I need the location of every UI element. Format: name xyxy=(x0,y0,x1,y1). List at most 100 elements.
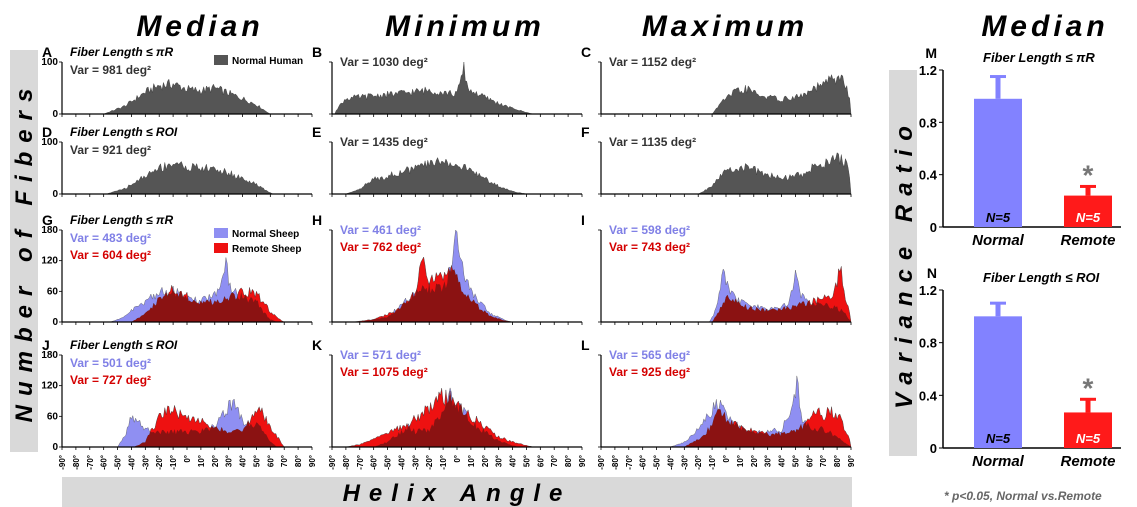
panel-letter: F xyxy=(581,124,590,140)
y-tick-label: 0 xyxy=(52,109,58,120)
x-tick-label: 80° xyxy=(294,455,303,467)
x-tick-label: 70° xyxy=(550,455,559,467)
y-tick-label: 100 xyxy=(41,137,58,148)
n-label: N=5 xyxy=(986,431,1011,446)
x-tick-label: -40° xyxy=(666,455,675,470)
panel-b: B Var = 1030 deg² xyxy=(312,44,583,117)
y-tick-label: 180 xyxy=(41,225,58,236)
y-tick-label: 0 xyxy=(52,189,58,200)
x-tick-label: -60° xyxy=(370,455,379,470)
variance-label-remote-sheep: Var = 925 deg² xyxy=(609,365,690,379)
panel-j: 180 120 60 0 J Fiber Length ≤ ROI Var = 501 de… xyxy=(41,337,317,470)
x-tick-label: 60° xyxy=(536,455,545,467)
panel-caption: Fiber Length ≤ πR xyxy=(70,45,173,59)
x-tick-label: -50° xyxy=(384,455,393,470)
x-tick-label: -30° xyxy=(141,455,150,470)
histogram-area-overlap xyxy=(601,269,851,322)
variance-label-human: Var = 981 deg² xyxy=(70,63,151,77)
x-tick-label: 60° xyxy=(805,455,814,467)
panel-letter: K xyxy=(312,337,322,353)
panel-h: H Var = 461 deg² Var = 762 deg² xyxy=(312,212,583,325)
histogram-area-human xyxy=(601,74,852,115)
x-tick-label: -60° xyxy=(100,455,109,470)
x-tick-label: -30° xyxy=(680,455,689,470)
x-tick-label: -20° xyxy=(425,455,434,470)
x-axis-title: Helix Angle xyxy=(343,480,572,507)
x-tick-label: -70° xyxy=(356,455,365,470)
histogram-area-human xyxy=(62,161,312,195)
variance-label-normal-sheep: Var = 565 deg² xyxy=(609,348,690,362)
y-tick-label: 180 xyxy=(41,350,58,361)
x-tick-label: 70° xyxy=(819,455,828,467)
panel-n: 1.2 0.8 0.4 0 N Fiber Length ≤ ROI N=5 Normal N=… xyxy=(919,265,1121,470)
ratio-label-band xyxy=(889,70,917,456)
x-tick-label: -50° xyxy=(114,455,123,470)
significance-marker: * xyxy=(1083,372,1094,403)
legend-sheep: Normal Sheep Remote Sheep xyxy=(214,228,301,255)
n-label: N=5 xyxy=(986,210,1011,225)
x-tick-label: -90° xyxy=(328,455,337,470)
histogram-area-human xyxy=(332,157,582,195)
y-tick-label: 0.4 xyxy=(919,388,938,403)
y-tick-label: 0 xyxy=(930,220,937,235)
footnote: * p<0.05, Normal vs.Remote xyxy=(944,489,1102,503)
variance-label-human: Var = 1152 deg² xyxy=(609,55,696,69)
panel-caption: Fiber Length ≤ ROI xyxy=(983,270,1100,285)
legend-human: Normal Human xyxy=(214,55,303,67)
panel-caption: Fiber Length ≤ πR xyxy=(70,213,173,227)
x-tick-label: -10° xyxy=(169,455,178,470)
x-tick-label: 30° xyxy=(225,455,234,467)
x-tick-label: -70° xyxy=(86,455,95,470)
y-tick-label: 1.2 xyxy=(919,63,937,78)
variance-label-human: Var = 1135 deg² xyxy=(609,135,696,149)
x-tick-label: -80° xyxy=(611,455,620,470)
x-tick-label: -40° xyxy=(127,455,136,470)
x-tick-label: 10° xyxy=(467,455,476,467)
x-tick-label: 60° xyxy=(266,455,275,467)
column-header-median: Median xyxy=(136,10,263,43)
x-tick-label: 50° xyxy=(252,455,261,467)
y-tick-label: 60 xyxy=(47,286,59,297)
variance-label-normal-sheep: Var = 598 deg² xyxy=(609,223,690,237)
y-tick-label: 0.8 xyxy=(919,336,937,351)
x-tick-label: 20° xyxy=(750,455,759,467)
bar-remote xyxy=(1064,412,1112,448)
panel-letter: E xyxy=(312,124,321,140)
variance-label-human: Var = 1030 deg² xyxy=(340,55,428,69)
x-tick-label: -50° xyxy=(653,455,662,470)
y-tick-label: 0.8 xyxy=(919,115,937,130)
x-tick-label: 30° xyxy=(495,455,504,467)
x-tick-label: 50° xyxy=(522,455,531,467)
histogram-area-overlap xyxy=(332,257,582,322)
x-tick-label: 50° xyxy=(791,455,800,467)
x-tick-label: 30° xyxy=(764,455,773,467)
panel-letter: C xyxy=(581,44,591,60)
legend-label-remote-sheep: Remote Sheep xyxy=(232,244,301,255)
x-tick-label: 10° xyxy=(736,455,745,467)
category-label: Remote xyxy=(1060,453,1115,470)
legend-label-normal-sheep: Normal Sheep xyxy=(232,229,299,240)
x-tick-label: -90° xyxy=(597,455,606,470)
panel-c: C Var = 1152 deg² xyxy=(581,44,852,117)
panel-caption: Fiber Length ≤ ROI xyxy=(70,125,178,139)
x-tick-label: -80° xyxy=(72,455,81,470)
variance-label-human: Var = 921 deg² xyxy=(70,143,151,157)
x-tick-label: 0° xyxy=(453,455,462,463)
bar-normal xyxy=(974,98,1022,228)
y-axis-title: Number of Fibers xyxy=(11,80,38,423)
significance-marker: * xyxy=(1083,159,1094,190)
y-tick-label: 0 xyxy=(930,441,937,456)
variance-label-remote-sheep: Var = 762 deg² xyxy=(340,240,421,254)
x-tick-label: 0° xyxy=(722,455,731,463)
x-tick-label: -20° xyxy=(155,455,164,470)
y-tick-label: 120 xyxy=(41,256,58,267)
y-tick-label: 0 xyxy=(52,442,58,453)
variance-label-normal-sheep: Var = 571 deg² xyxy=(340,348,421,362)
panel-i: I Var = 598 deg² Var = 743 deg² xyxy=(581,212,852,325)
panel-letter: J xyxy=(42,337,50,353)
y-tick-label: 0 xyxy=(52,317,58,328)
panel-f: F Var = 1135 deg² xyxy=(581,124,852,197)
column-header-median-ratio: Median xyxy=(981,10,1108,43)
y-tick-label: 100 xyxy=(41,57,58,68)
